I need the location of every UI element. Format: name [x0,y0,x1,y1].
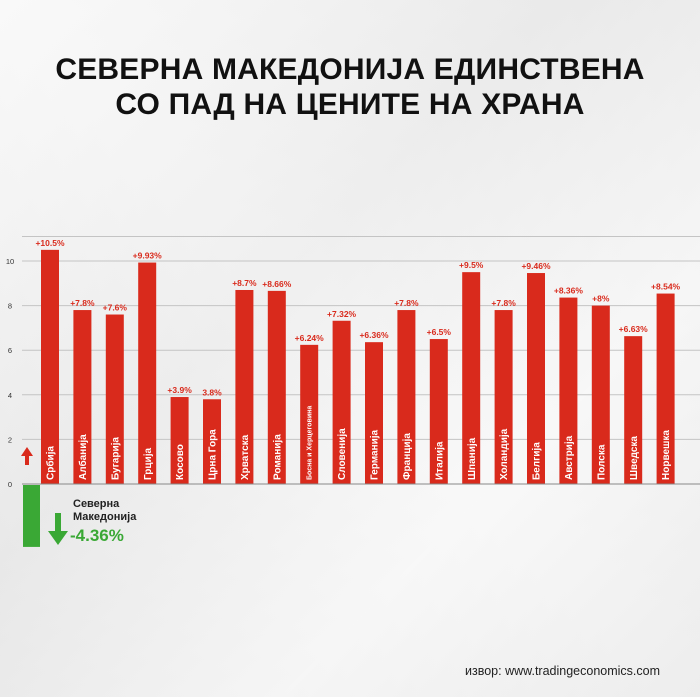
bar [365,342,383,484]
negative-category-line-2: Македонија [73,511,137,523]
bar [73,310,92,484]
bar [332,320,351,484]
data-label: 3.8% [202,387,222,397]
category-label: Германија [370,430,381,480]
category-label: Норвешка [661,430,672,480]
bar [462,272,481,484]
data-label: +6.63% [619,324,649,334]
bar [105,314,124,484]
category-label: Косово [175,444,186,480]
data-label: +7.8% [394,298,419,308]
category-label: Албанија [77,434,89,480]
bar [397,310,416,484]
category-label: Шведска [629,436,640,480]
category-label: Црна Гора [208,429,219,480]
category-label: Хрватска [240,434,251,480]
category-label: Белгија [532,442,543,480]
category-label: Полска [596,444,607,480]
data-label: +8% [592,294,610,304]
bar [170,397,189,484]
y-tick-label: 2 [8,435,12,444]
data-label: +10.5% [35,238,65,248]
data-label: +3.9% [167,385,192,395]
bar [138,262,157,484]
category-label: Франција [402,433,413,480]
y-tick-label: 6 [8,346,12,355]
negative-category-line-1: Северна [73,498,120,510]
bar [559,297,578,484]
category-label: Босна и Херцеговина [307,406,314,480]
bar [624,336,643,484]
category-label: Словенија [337,428,348,480]
data-label: +8.36% [554,286,584,296]
y-tick-label: 10 [6,257,14,266]
bar [429,339,448,484]
bar [591,305,610,484]
y-tick-label: 4 [8,391,12,400]
negative-bar [23,485,40,547]
category-label: Романија [272,434,283,480]
category-label: Холандија [499,428,510,480]
y-tick-label: 0 [8,480,12,489]
data-label: +6.5% [427,327,452,337]
data-label: +8.66% [262,279,292,289]
page-title: СЕВЕРНА МАКЕДОНИЈА ЕДИНСТВЕНА СО ПАД НА … [0,52,700,122]
bar [494,310,513,484]
category-label: Италија [434,441,445,480]
title-line-1: СЕВЕРНА МАКЕДОНИЈА ЕДИНСТВЕНА [55,53,645,86]
bar [267,290,286,484]
data-label: +9.46% [521,261,551,271]
category-label: Бугарија [110,437,121,480]
category-label: Шпанија [467,437,478,480]
data-label: +6.36% [359,330,389,340]
bar [656,293,675,484]
data-label: +7.32% [327,309,357,319]
up-arrow-icon [21,447,33,465]
negative-data-label: -4.36% [70,526,124,545]
data-label: +8.7% [232,278,257,288]
down-arrow-icon [48,513,68,545]
y-tick-label: 8 [8,302,12,311]
bar [203,399,221,484]
data-label: +9.5% [459,260,484,270]
category-label: Австрија [564,435,575,480]
data-label: +6.24% [295,333,325,343]
source-note: извор: www.tradingeconomics.com [465,664,660,678]
bar [235,289,254,484]
bar [527,273,545,484]
bar [41,249,59,484]
category-label: Грција [143,448,154,480]
data-label: +7.6% [103,303,128,313]
category-label: Србија [45,446,57,480]
data-label: +7.8% [491,298,516,308]
data-label: +7.8% [70,298,95,308]
data-label: +8.54% [651,282,681,292]
data-label: +9.93% [133,251,163,261]
bar [300,344,319,484]
title-line-2: СО ПАД НА ЦЕНИТЕ НА ХРАНА [115,88,585,121]
